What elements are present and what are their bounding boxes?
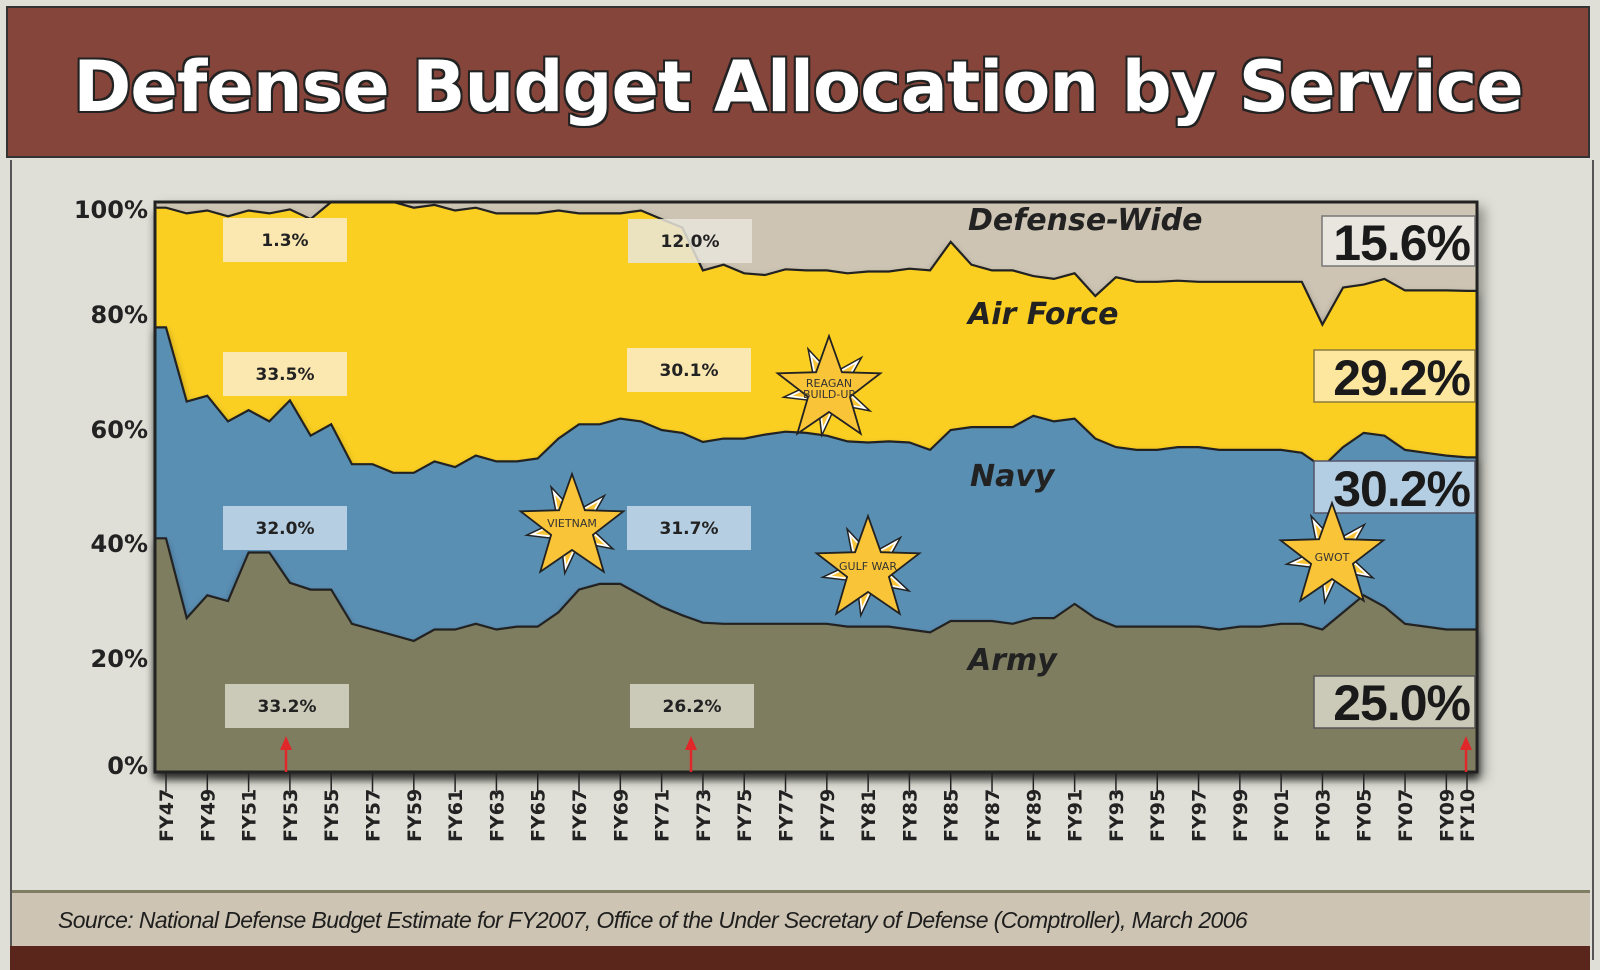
y-tick-20: 20% [91,645,148,673]
x-tick-label: FY49 [197,789,219,842]
fy10-army: 25.0% [1333,675,1470,731]
star-reagan-icon [775,333,883,439]
stacked-area-chart: 100% 80% 60% 40% 20% 0% FY47 FY49 FY51 FY53… [74,196,1479,842]
footer-bar [10,946,1590,970]
fy73-navy: 31.7% [660,519,719,539]
fy73-labels: 12.0% 30.1% 31.7% 26.2% [627,219,754,728]
event-reagan-line1: REAGAN [806,377,852,390]
x-tick-label: FY69 [610,789,632,842]
arrow-fy53-icon [280,736,292,772]
x-tick-label: FY53 [280,789,302,842]
fy10-labels: 15.6% 29.2% 30.2% 25.0% [1313,215,1476,731]
x-tick-label: FY61 [445,789,467,842]
fy73-defense-wide: 12.0% [661,232,720,252]
y-tick-0: 0% [107,752,148,780]
y-tick-100: 100% [74,196,148,224]
x-tick-label: FY93 [1106,789,1128,842]
page-title: Defense Budget Allocation by Service [73,46,1523,128]
x-tick-label: FY99 [1230,789,1252,842]
y-tick-80: 80% [91,301,148,329]
x-tick-label: FY87 [982,789,1004,842]
x-tick-label: FY95 [1147,789,1169,842]
star-gulf-war-icon [814,513,922,619]
plot-border [153,200,1479,774]
fy73-air-force: 30.1% [660,361,719,381]
x-tick-label: FY71 [652,789,674,842]
x-tick-label: FY57 [363,789,385,842]
event-stars: VIETNAM REAGAN BUILD-UP GULF WAR GWOT [518,333,1386,619]
area-layers [153,200,1479,774]
x-tick-label: FY65 [528,789,550,842]
y-axis: 100% 80% 60% 40% 20% 0% [74,196,148,780]
fy53-navy: 32.0% [256,519,315,539]
x-tick-label: FY91 [1065,789,1087,842]
x-tick-label: FY67 [569,789,591,842]
x-tick-label: FY97 [1189,789,1211,842]
label-army: Army [966,643,1058,678]
y-tick-60: 60% [91,416,148,444]
fy73-army: 26.2% [663,697,722,717]
x-tick-label: FY09 [1436,789,1458,842]
x-tick-label: FY83 [899,789,921,842]
arrow-fy10-icon [1460,736,1472,772]
x-tick-label: FY81 [858,789,880,842]
event-vietnam: VIETNAM [547,517,597,530]
star-gwot-icon [1278,500,1386,606]
label-air-force: Air Force [966,297,1118,332]
event-gwot: GWOT [1315,551,1350,564]
arrow-fy73-icon [685,736,697,772]
year-marker-arrows [280,736,1472,772]
x-tick-label: FY77 [776,789,798,842]
header-banner: Defense Budget Allocation by Service [6,6,1590,158]
x-tick-label: FY79 [817,789,839,842]
fy53-labels: 1.3% 33.5% 32.0% 33.2% [223,218,349,728]
x-tick-label: FY10 [1457,789,1479,842]
y-tick-40: 40% [91,530,148,558]
x-tick-label: FY63 [486,789,508,842]
x-tick-label: FY89 [1023,789,1045,842]
event-gulf-war: GULF WAR [839,560,897,573]
x-tick-label: FY73 [693,789,715,842]
x-tick-label: FY01 [1271,789,1293,842]
fy10-air-force: 29.2% [1333,350,1470,406]
event-reagan-line2: BUILD-UP [803,388,855,401]
x-tick-label: FY55 [321,789,343,842]
x-tick-label: FY51 [239,789,261,842]
x-tick-label: FY85 [941,789,963,842]
x-tick-label: FY03 [1312,789,1334,842]
x-axis: FY47 FY49 FY51 FY53 FY55 FY57 FY59 FY61 FY63 FY65… [156,772,1479,842]
label-defense-wide: Defense-Wide [968,203,1203,238]
fy53-army: 33.2% [258,697,317,717]
x-tick-label: FY47 [156,789,178,842]
x-tick-label: FY07 [1395,789,1417,842]
x-tick-label: FY59 [404,789,426,842]
army-area [153,537,1479,774]
fy53-defense-wide: 1.3% [261,231,308,251]
fy10-navy: 30.2% [1333,461,1470,517]
star-vietnam-icon [518,471,626,577]
fy10-defense-wide: 15.6% [1333,215,1470,271]
x-tick-label: FY75 [734,789,756,842]
footer: Source: National Defense Budget Estimate… [12,890,1590,949]
source-note: Source: National Defense Budget Estimate… [58,907,1248,933]
fy53-air-force: 33.5% [256,365,315,385]
x-tick-label: FY05 [1354,789,1376,842]
label-navy: Navy [970,459,1056,494]
